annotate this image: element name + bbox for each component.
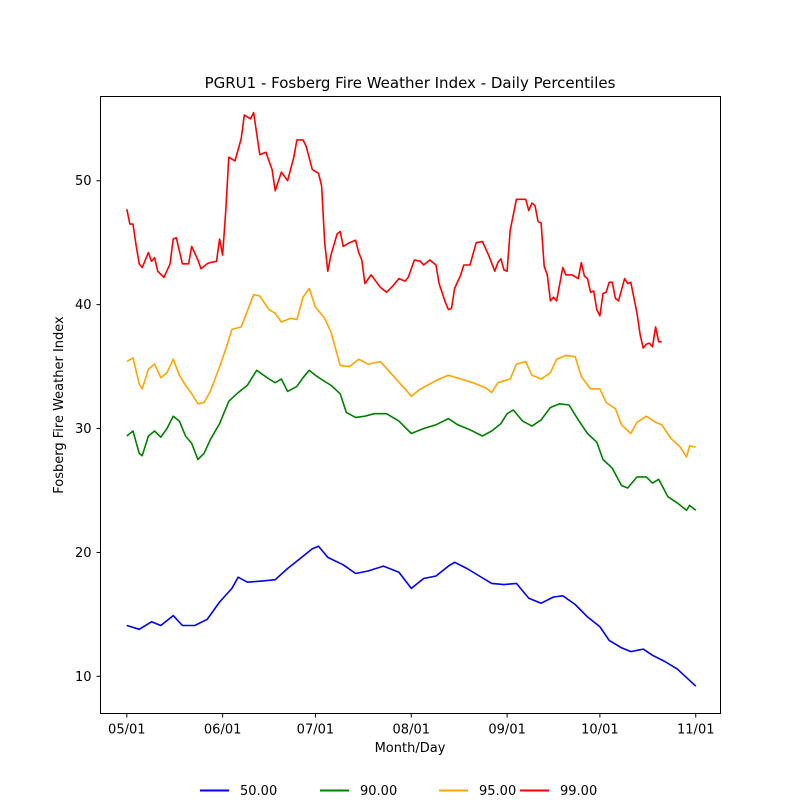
y-tick-label-1: 20	[75, 546, 92, 561]
x-tick-label-0: 05/01	[108, 723, 145, 738]
legend-label-0: 50.00	[240, 784, 277, 799]
series-line-0	[126, 545, 697, 687]
legend-label-2: 95.00	[479, 784, 516, 799]
legend: 50.00 90.00 95.00 99.00	[200, 784, 597, 799]
x-tick-label-6: 11/01	[677, 723, 714, 738]
y-axis: 10 20 30 40 50	[75, 174, 101, 685]
x-axis: 05/01 06/01 07/01 08/01 09/01 10/01 11/01	[108, 713, 714, 738]
chart-title: PGRU1 - Fosberg Fire Weather Index - Dai…	[205, 74, 616, 92]
x-tick-label-1: 06/01	[204, 723, 241, 738]
y-tick-label-2: 30	[75, 422, 92, 437]
series-line-1	[126, 369, 697, 512]
plot-lines	[126, 111, 697, 687]
x-tick-label-2: 07/01	[297, 723, 334, 738]
y-tick-label-0: 10	[75, 670, 92, 685]
x-axis-label: Month/Day	[375, 741, 446, 756]
y-tick-label-3: 40	[75, 298, 92, 313]
legend-label-1: 90.00	[360, 784, 397, 799]
y-tick-label-4: 50	[75, 174, 92, 189]
series-line-3	[126, 111, 662, 349]
series-line-2	[126, 287, 696, 458]
legend-label-3: 99.00	[560, 784, 597, 799]
y-axis-label: Fosberg Fire Weather Index	[52, 316, 67, 494]
plot-frame	[100, 96, 721, 714]
x-tick-label-3: 08/01	[393, 723, 430, 738]
x-tick-label-5: 10/01	[581, 723, 618, 738]
x-tick-label-4: 09/01	[488, 723, 525, 738]
